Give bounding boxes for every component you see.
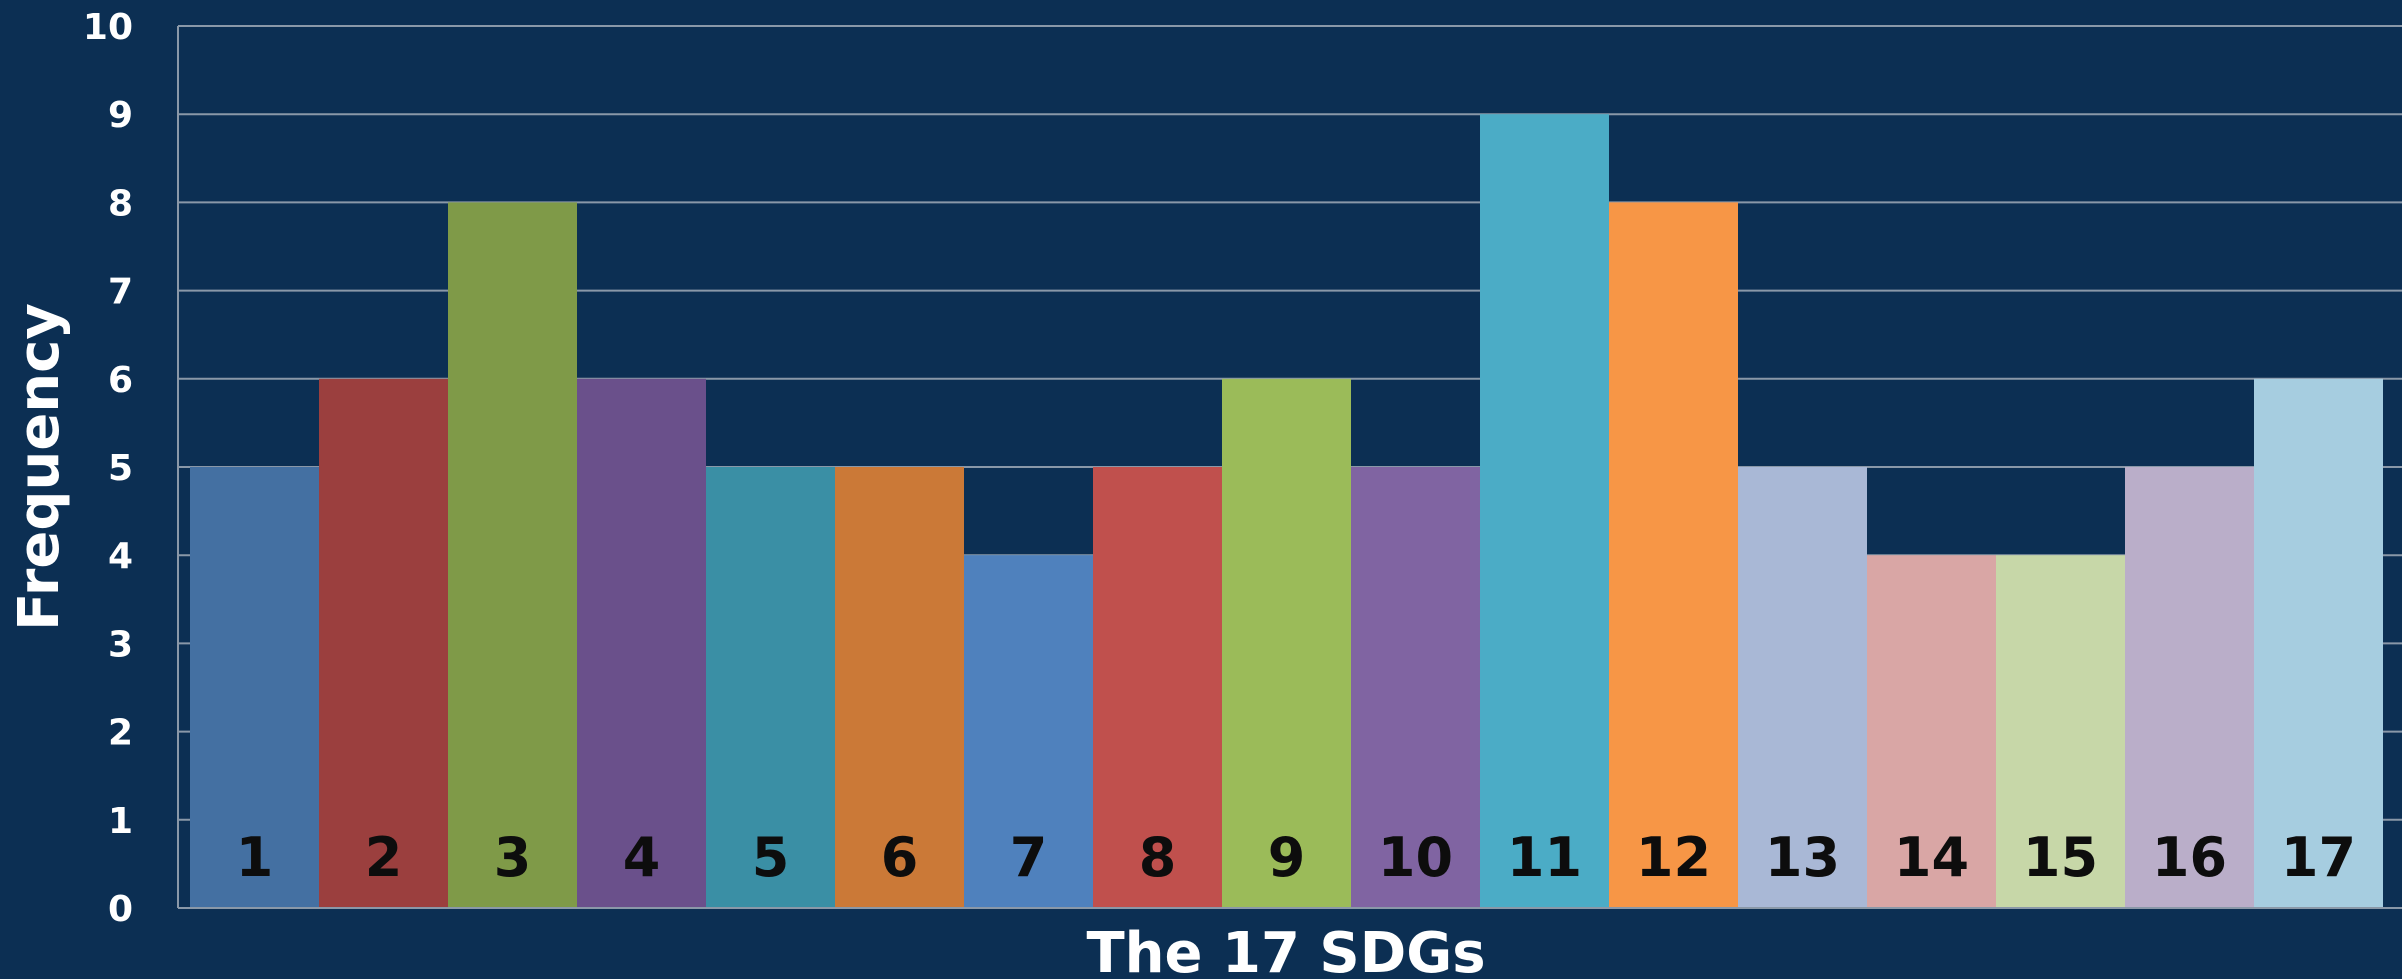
y-tick-label: 4 xyxy=(108,536,133,577)
category-label: 3 xyxy=(494,826,532,889)
x-axis-title: The 17 SDGs xyxy=(1086,921,1485,979)
category-label: 4 xyxy=(623,826,661,889)
category-label: 12 xyxy=(1636,826,1711,889)
category-label: 7 xyxy=(1010,826,1048,889)
bar xyxy=(577,378,706,908)
category-label: 15 xyxy=(2023,826,2098,889)
bar xyxy=(2125,467,2254,908)
category-label: 8 xyxy=(1139,826,1177,889)
bar xyxy=(1867,555,1996,908)
category-label: 6 xyxy=(881,826,919,889)
y-tick-label: 9 xyxy=(108,95,133,136)
bar xyxy=(1480,114,1609,908)
bar xyxy=(2254,378,2383,908)
bar xyxy=(1996,555,2125,908)
y-tick-label: 5 xyxy=(108,448,133,489)
category-label: 13 xyxy=(1765,826,1840,889)
bar xyxy=(319,378,448,908)
y-tick-label: 10 xyxy=(83,7,133,48)
bar xyxy=(1093,467,1222,908)
bar xyxy=(1351,467,1480,908)
category-labels: 1 2 3 4 5 6 7 8 9 10 11 12 13 14 15 16 17 xyxy=(236,826,2356,889)
bar xyxy=(1222,378,1351,908)
y-axis-title: Frequency xyxy=(7,303,72,631)
category-label: 10 xyxy=(1378,826,1453,889)
category-label: 11 xyxy=(1507,826,1582,889)
category-label: 16 xyxy=(2152,826,2227,889)
y-tick-label: 1 xyxy=(108,801,133,842)
category-label: 2 xyxy=(365,826,403,889)
bar xyxy=(964,555,1093,908)
y-tick-label: 6 xyxy=(108,360,133,401)
bars xyxy=(190,114,2383,908)
y-tick-label: 3 xyxy=(108,624,133,665)
bar xyxy=(1609,202,1738,908)
category-label: 5 xyxy=(752,826,790,889)
bar xyxy=(448,202,577,908)
y-tick-label: 2 xyxy=(108,713,133,754)
category-label: 9 xyxy=(1268,826,1306,889)
y-tick-labels: 0 1 2 3 4 5 6 7 8 9 10 xyxy=(83,7,133,930)
category-label: 1 xyxy=(236,826,274,889)
bar xyxy=(835,467,964,908)
bar xyxy=(190,467,319,908)
category-label: 17 xyxy=(2281,826,2356,889)
bar xyxy=(1738,467,1867,908)
bar xyxy=(706,467,835,908)
y-tick-label: 7 xyxy=(108,272,133,313)
category-label: 14 xyxy=(1894,826,1969,889)
y-tick-label: 8 xyxy=(108,183,133,224)
y-tick-label: 0 xyxy=(108,889,133,930)
